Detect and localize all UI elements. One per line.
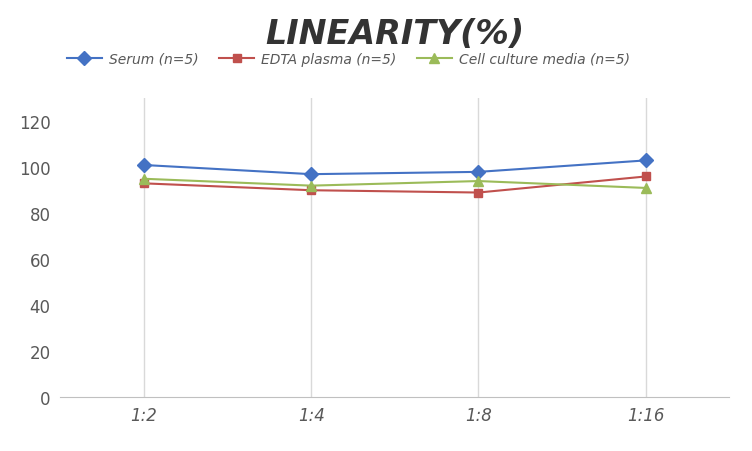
Cell culture media (n=5) <box>307 184 316 189</box>
EDTA plasma (n=5) <box>641 175 650 180</box>
Title: LINEARITY(%): LINEARITY(%) <box>265 18 524 51</box>
EDTA plasma (n=5) <box>474 190 483 196</box>
Serum (n=5) <box>474 170 483 175</box>
Line: EDTA plasma (n=5): EDTA plasma (n=5) <box>140 173 650 197</box>
Cell culture media (n=5) <box>641 186 650 191</box>
EDTA plasma (n=5) <box>307 188 316 193</box>
Line: Serum (n=5): Serum (n=5) <box>139 156 650 179</box>
Legend: Serum (n=5), EDTA plasma (n=5), Cell culture media (n=5): Serum (n=5), EDTA plasma (n=5), Cell cul… <box>67 53 629 67</box>
Line: Cell culture media (n=5): Cell culture media (n=5) <box>139 175 650 193</box>
Serum (n=5) <box>139 163 148 168</box>
EDTA plasma (n=5) <box>139 181 148 187</box>
Serum (n=5) <box>641 158 650 164</box>
Cell culture media (n=5) <box>474 179 483 184</box>
Cell culture media (n=5) <box>139 177 148 182</box>
Serum (n=5) <box>307 172 316 178</box>
